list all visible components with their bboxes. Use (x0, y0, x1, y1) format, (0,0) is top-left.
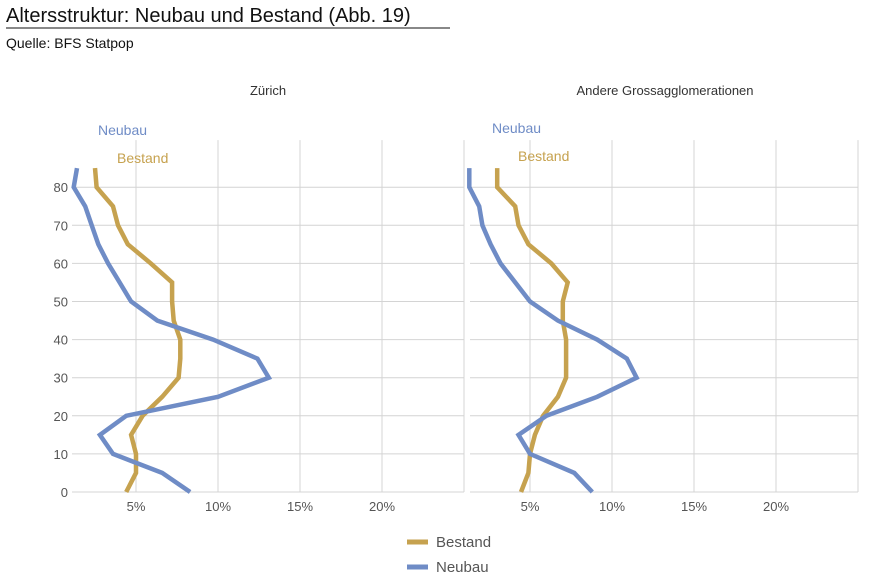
x-tick-label: 10% (599, 499, 625, 514)
series-label-bestand: Bestand (518, 148, 569, 164)
y-tick-label: 10 (54, 447, 68, 462)
x-tick-label: 5% (127, 499, 146, 514)
panel-0: Zürich 0 10 20 30 40 50 60 70 80 5% 10% 15% 20% Bestan… (54, 83, 465, 514)
y-tick-label: 20 (54, 409, 68, 424)
panel-title: Zürich (250, 83, 286, 98)
x-tick-label: 20% (763, 499, 789, 514)
panel-1: Andere Grossagglomerationen 5% 10% 15% 20% Be… (467, 83, 859, 514)
y-tick-label: 60 (54, 256, 68, 271)
legend: Bestand Neubau (407, 534, 491, 576)
series-label-neubau: Neubau (492, 120, 541, 136)
chart-title: Altersstruktur: Neubau und Bestand (Abb.… (6, 5, 411, 27)
y-tick-label: 0 (61, 485, 68, 500)
chart-source: Quelle: BFS Statpop (6, 35, 134, 51)
legend-label-neubau: Neubau (436, 559, 489, 576)
series-label-neubau: Neubau (98, 122, 147, 138)
y-tick-label: 40 (54, 333, 68, 348)
x-tick-label: 10% (205, 499, 231, 514)
series-line-bestand (494, 168, 571, 493)
series-label-bestand: Bestand (117, 150, 168, 166)
y-tick-label: 50 (54, 295, 68, 310)
legend-label-bestand: Bestand (436, 534, 491, 551)
y-tick-label: 70 (54, 218, 68, 233)
panel-title: Andere Grossagglomerationen (576, 83, 753, 98)
series-line-neubau (467, 168, 640, 494)
series-line-bestand (92, 167, 183, 494)
series-line-neubau (71, 167, 273, 494)
y-tick-label: 80 (54, 180, 68, 195)
x-tick-label: 20% (369, 499, 395, 514)
x-tick-label: 15% (287, 499, 313, 514)
y-tick-label: 30 (54, 371, 68, 386)
x-tick-label: 15% (681, 499, 707, 514)
x-tick-label: 5% (521, 499, 540, 514)
